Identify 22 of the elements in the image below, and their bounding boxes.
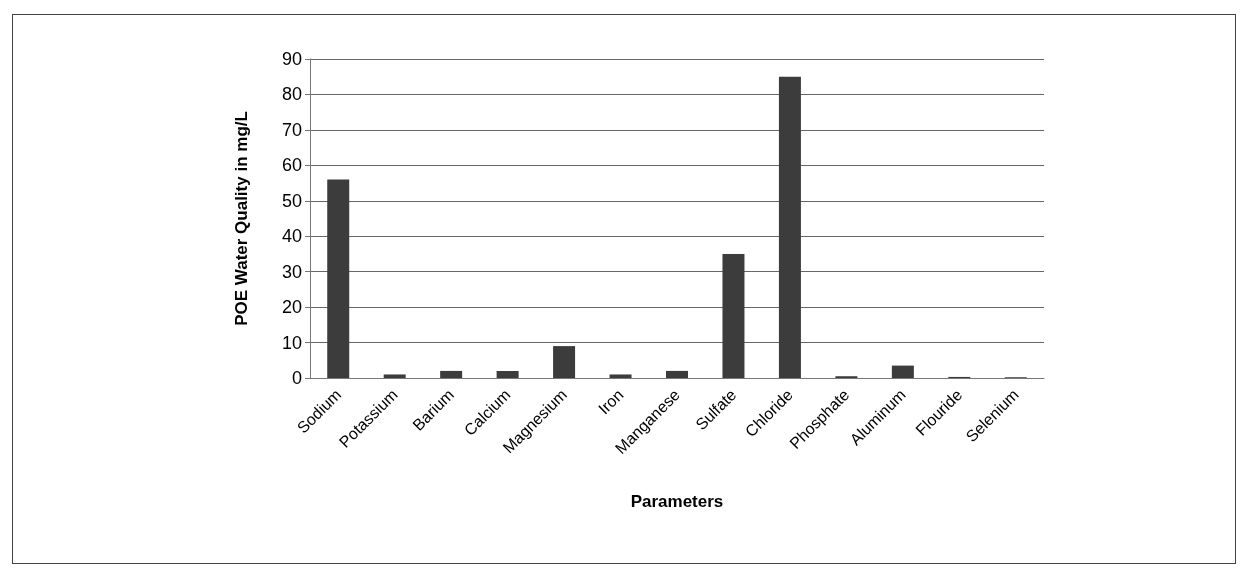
bar — [496, 370, 519, 378]
bar — [440, 370, 463, 378]
y-tick-label: 70 — [281, 119, 302, 140]
y-tick-label: 10 — [281, 332, 302, 353]
bar — [553, 346, 576, 378]
y-tick-label: 20 — [281, 297, 302, 318]
y-tick-label: 30 — [281, 261, 302, 282]
bar — [666, 370, 688, 378]
y-tick-label: 0 — [291, 368, 302, 388]
bar — [383, 374, 406, 378]
y-tick-label: 60 — [281, 155, 302, 176]
y-tick-label: 50 — [281, 190, 302, 211]
bar — [722, 253, 745, 378]
y-tick-label: 90 — [281, 49, 302, 69]
bar — [778, 76, 801, 378]
y-axis-title: POE Water Quality in mg/L — [232, 111, 251, 326]
bar — [891, 365, 914, 378]
bar — [327, 179, 350, 378]
bar — [609, 374, 632, 378]
y-tick-label: 40 — [281, 226, 302, 247]
x-axis-title: Parameters — [630, 492, 724, 511]
y-tick-label: 80 — [281, 84, 302, 105]
